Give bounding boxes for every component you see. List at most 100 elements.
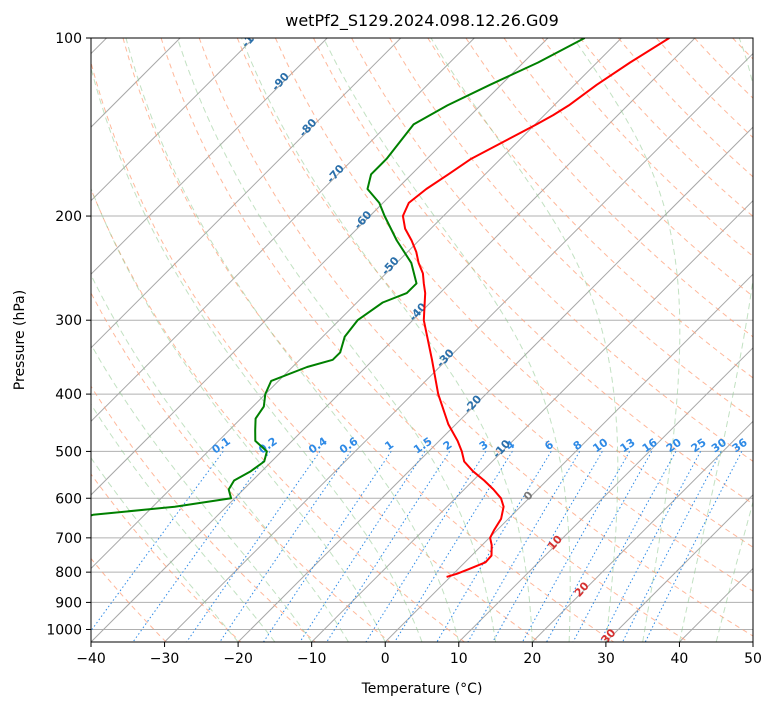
x-tick-label: −20 xyxy=(223,651,253,667)
isotherm-line xyxy=(91,38,622,570)
dry-adiabat-line xyxy=(91,385,316,642)
mixing-ratio-label: 10 xyxy=(590,436,610,456)
mixing-ratio-line xyxy=(492,451,603,642)
isotherm-line xyxy=(91,38,328,275)
moist-adiabat-line xyxy=(241,38,533,642)
mixing-ratio-label: 1.5 xyxy=(411,435,434,457)
mixing-ratio-label: 20 xyxy=(664,436,684,456)
x-tick-label: 0 xyxy=(381,651,390,667)
isotherm-line xyxy=(752,641,753,642)
x-tick-label: 20 xyxy=(523,651,541,667)
dewpoint-line xyxy=(91,38,586,517)
dry-adiabat-line xyxy=(236,38,753,592)
isotherm-line xyxy=(164,52,753,642)
mixing-ratio-line xyxy=(219,451,352,642)
mixing-ratio-line xyxy=(644,451,743,642)
moist-adiabat-line xyxy=(91,457,239,642)
isotherm-line xyxy=(679,567,753,642)
mixing-ratio-line xyxy=(436,451,552,642)
x-tick-label: 10 xyxy=(450,651,468,667)
moist-adiabat-line xyxy=(91,187,386,642)
dry-adiabat-line xyxy=(465,38,753,338)
dry-adiabat-line xyxy=(503,38,753,297)
y-tick-label: 500 xyxy=(55,444,82,460)
x-tick-label: −30 xyxy=(150,651,180,667)
y-tick-label: 800 xyxy=(55,565,82,581)
dry-adiabat-line xyxy=(91,60,540,642)
dry-adiabat-line xyxy=(91,187,465,642)
mixing-ratio-label: 0.6 xyxy=(337,434,361,456)
dry-adiabat-line xyxy=(427,38,753,379)
dry-adiabat-line xyxy=(122,38,614,642)
moist-adiabat-line xyxy=(715,500,753,642)
dry-adiabat-line xyxy=(732,38,753,60)
isotherm-label: -90 xyxy=(269,70,292,94)
isotherm-line xyxy=(531,420,753,642)
y-tick-label: 600 xyxy=(55,491,82,507)
mixing-ratio-line xyxy=(263,451,392,642)
isotherm-label: 20 xyxy=(572,579,592,599)
mixing-ratio-label: 16 xyxy=(640,436,660,456)
axis-ticks: −40 −30 −20 −10 0 10 20 30 40 5010020030040050060… xyxy=(46,31,762,667)
x-tick-label: 40 xyxy=(671,651,689,667)
mixing-ratio-line xyxy=(522,451,631,642)
dry-adiabat-line xyxy=(617,38,753,178)
chart-title: wetPf2_S129.2024.098.12.26.G09 xyxy=(285,11,559,31)
dry-adiabat-line xyxy=(198,38,753,637)
mixing-ratio-line xyxy=(326,451,451,642)
isotherm-line xyxy=(91,38,475,423)
mixing-ratio-line xyxy=(365,451,487,642)
mixing-ratio-label: 3 xyxy=(477,438,491,453)
mixing-ratio-line xyxy=(394,451,513,642)
mixing-ratio-label: 8 xyxy=(571,438,585,453)
y-tick-label: 100 xyxy=(55,31,82,47)
dry-adiabat-line xyxy=(160,38,689,642)
mixing-ratio-line xyxy=(546,451,653,642)
isotherm-label: -100 xyxy=(239,21,267,50)
dry-adiabat-line xyxy=(91,291,391,642)
moist-adiabat-line xyxy=(91,273,349,642)
mixing-ratio-line xyxy=(91,451,224,632)
isotherm-line xyxy=(237,126,753,642)
mixing-ratio-label: 6 xyxy=(542,438,556,453)
isotherm-label: 0 xyxy=(521,488,536,503)
dry-adiabat-line xyxy=(694,38,753,99)
isotherm-line xyxy=(91,38,549,496)
moist-adiabat-line xyxy=(91,343,313,642)
dry-adiabat-line xyxy=(313,38,753,505)
mixing-ratio-label: 30 xyxy=(709,436,729,456)
dry-adiabat-line xyxy=(91,473,242,642)
isotherm-line xyxy=(91,38,402,349)
mixing-ratio-line xyxy=(186,451,321,642)
background-lines xyxy=(91,38,753,642)
mixing-ratio-label: 2 xyxy=(441,438,455,453)
x-tick-label: −40 xyxy=(76,651,106,667)
isotherm-line xyxy=(91,38,255,202)
x-tick-label: 50 xyxy=(744,651,762,667)
isotherm-label: -70 xyxy=(324,162,347,186)
moist-adiabat-line xyxy=(125,38,460,642)
moist-adiabat-line xyxy=(176,38,497,642)
mixing-ratio-label: 0.1 xyxy=(209,435,232,457)
y-tick-label: 400 xyxy=(55,387,82,403)
isotherm-label: 40 xyxy=(625,673,645,693)
y-tick-label: 900 xyxy=(55,595,82,611)
moist-adiabat-line xyxy=(91,66,423,642)
isotherm-label: -30 xyxy=(434,346,457,370)
mixing-ratio-line xyxy=(599,451,702,642)
profile-lines xyxy=(91,38,670,578)
moist-adiabat-line xyxy=(573,38,681,642)
dry-adiabat-line xyxy=(389,38,753,420)
x-tick-label: −10 xyxy=(297,651,327,667)
isotherm-label: -20 xyxy=(461,392,484,416)
mixing-ratio-line xyxy=(132,451,271,642)
isotherm-label: -60 xyxy=(352,208,375,232)
mixing-ratio-line xyxy=(622,451,722,642)
mixing-ratio-label: 0.4 xyxy=(306,434,330,456)
mixing-ratio-label: 1 xyxy=(382,438,396,453)
isotherm-label: -50 xyxy=(379,254,402,278)
isotherm-line xyxy=(458,347,753,642)
mixing-ratio-label: 36 xyxy=(730,436,750,456)
y-tick-label: 300 xyxy=(55,313,82,329)
